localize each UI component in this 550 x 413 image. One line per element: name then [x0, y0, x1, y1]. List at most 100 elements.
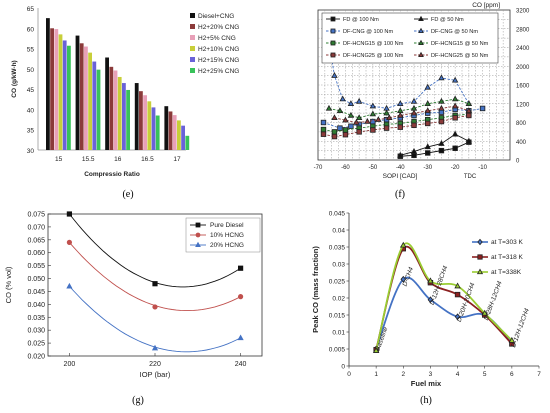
data-point	[347, 100, 355, 106]
x-tick-label: -40	[396, 165, 405, 171]
data-point	[342, 127, 349, 133]
bar	[58, 34, 63, 150]
panel-label-e: (e)	[122, 189, 133, 200]
y-tick-label: 0.070	[27, 224, 45, 231]
data-point	[400, 275, 407, 283]
panel-f: 0 400 800 1200 1600 2000 2400 2800 3200 -70 -60 -50…	[314, 2, 530, 180]
x-tick-label: 15.5	[82, 156, 95, 163]
x-tick-label: 4	[456, 371, 460, 378]
x-tick-label: -10	[478, 165, 487, 171]
legend-entry: FD @ 50 Nm	[431, 17, 464, 23]
x-tick-label: 3	[429, 371, 433, 378]
data-point	[479, 105, 486, 112]
data-point	[336, 107, 344, 114]
y-tick-label: 0.02	[332, 296, 345, 303]
bar	[79, 43, 84, 150]
y-tick-label: 0.040	[27, 302, 45, 309]
data-point	[320, 119, 327, 126]
legend-marker	[476, 268, 484, 275]
series-1	[397, 130, 473, 158]
data-point	[339, 95, 346, 102]
legend-marker	[477, 238, 483, 246]
data-point	[454, 291, 461, 298]
bar	[177, 120, 181, 150]
legend-marker	[477, 254, 483, 260]
legend-entry: at T=338K	[491, 269, 522, 276]
data-point	[424, 107, 431, 114]
bar	[134, 83, 139, 150]
data-point	[438, 74, 445, 81]
legend-box	[321, 12, 499, 64]
legend-swatch	[190, 35, 195, 40]
y-tick-label: 3200	[516, 9, 530, 15]
point-label: D-CH4	[402, 266, 416, 287]
y-tick-label: 0.045	[27, 289, 45, 296]
data-point	[66, 282, 73, 289]
legend-marker	[330, 40, 336, 46]
data-point	[438, 97, 445, 104]
data-point	[454, 313, 461, 321]
bar	[147, 101, 152, 150]
legend-marker	[330, 28, 336, 34]
legend-swatch	[190, 57, 195, 62]
bar	[113, 70, 118, 150]
data-point	[465, 100, 473, 106]
y-tick-label: 1200	[516, 102, 530, 108]
legend-marker	[418, 39, 424, 45]
bar	[172, 115, 177, 150]
data-point	[427, 277, 434, 284]
legend-entry: DF-HCNG15 @ 100 Nm	[343, 41, 404, 47]
data-point	[369, 110, 377, 117]
bar	[75, 35, 80, 150]
series-line	[328, 98, 470, 119]
point-label: D-12H-12CH4	[510, 307, 531, 348]
y-tick-label: 60	[27, 26, 35, 33]
panel-e: 30 35 40 45 50 55 60 65 15 15.5 16 16.5 17 Compressio…	[0, 0, 270, 190]
series-6	[320, 112, 472, 140]
data-point	[347, 111, 355, 118]
legend-entry: DF-HCNG25 @ 50 Nm	[431, 53, 489, 59]
point-label: Baseline	[374, 326, 389, 352]
series-5	[325, 95, 473, 121]
data-point	[337, 125, 343, 131]
legend-entry: FD @ 100 Nm	[343, 17, 379, 23]
y-tick-label: 45	[27, 87, 35, 94]
data-point	[383, 125, 390, 131]
legend-entry: DF-HCNG25 @ 100 Nm	[343, 53, 404, 59]
series-2	[66, 282, 244, 353]
data-point	[331, 114, 338, 121]
data-point	[386, 114, 393, 121]
legend-entry: H2+15% CNG	[198, 57, 239, 64]
y-tick-label: 0.035	[329, 245, 346, 252]
legend-entry: at T=303 K	[491, 239, 524, 246]
x-tick-label: 200	[64, 361, 76, 368]
data-point	[375, 116, 382, 122]
y-tick-label: 0.015	[329, 313, 346, 320]
data-point	[370, 127, 376, 133]
y-tick-label: 0	[341, 364, 345, 371]
bar	[54, 29, 59, 150]
y-tick-label: 1600	[516, 84, 530, 90]
x-tick-label: 5	[483, 371, 487, 378]
data-point	[410, 147, 418, 154]
bar	[155, 115, 160, 150]
x-axis-end-label: TDC	[464, 174, 477, 180]
data-point	[355, 114, 363, 121]
bar	[105, 57, 109, 150]
x-tick-label: -70	[314, 165, 323, 171]
legend-swatch	[190, 24, 195, 29]
data-point	[355, 97, 363, 104]
data-point	[237, 265, 244, 271]
bar	[139, 91, 143, 150]
series-7	[331, 102, 473, 125]
y-axis-label: Peak CO (mass fraction)	[311, 246, 320, 333]
y-tick-label: 800	[516, 121, 527, 127]
data-point	[331, 133, 338, 140]
y-tick-label: 0.030	[27, 328, 45, 335]
y-tick-label: 0.03	[332, 262, 345, 269]
x-axis-label: SOPI [CAD]	[383, 173, 418, 180]
data-point	[151, 344, 159, 351]
data-point	[425, 120, 431, 127]
y-tick-label: 0.065	[27, 237, 45, 244]
data-point	[427, 296, 434, 304]
